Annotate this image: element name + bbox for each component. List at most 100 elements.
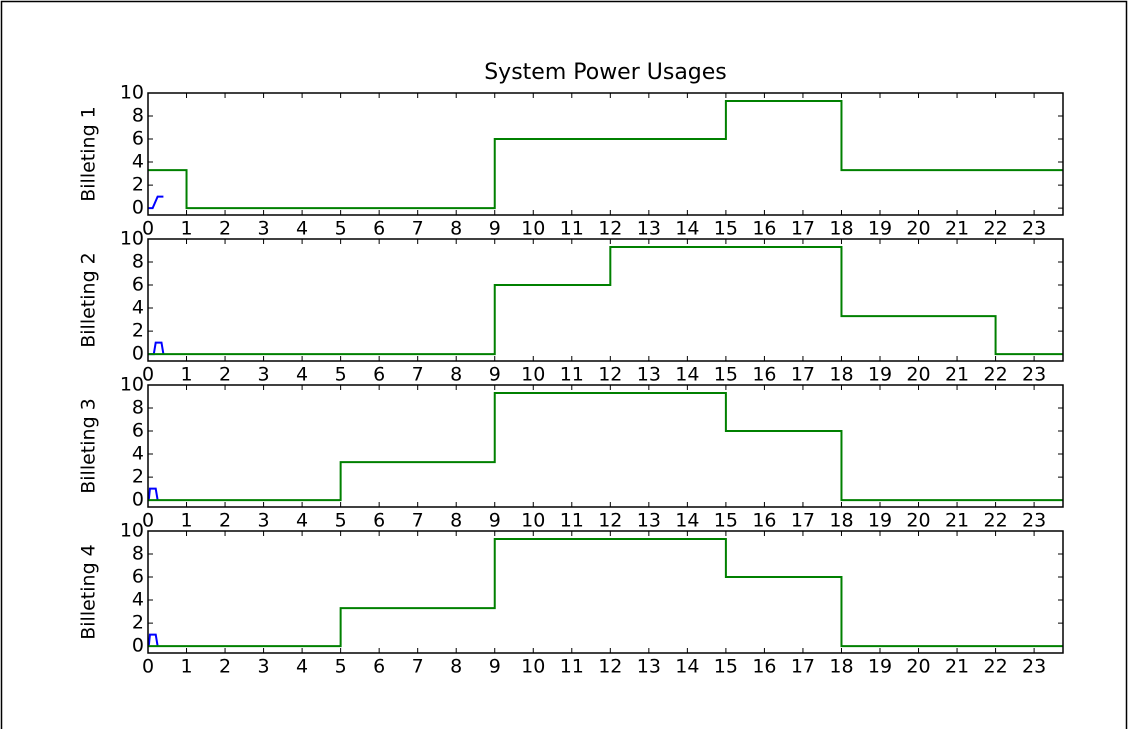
x-tick-label: 18: [829, 656, 853, 678]
x-tick-label: 12: [598, 656, 622, 678]
series-line: [147, 633, 159, 648]
x-tick-label: 18: [829, 218, 853, 240]
y-tick-label: 0: [132, 197, 144, 219]
y-tick-label: 10: [120, 520, 144, 542]
series-line: [148, 195, 164, 210]
x-tick-label: 15: [714, 364, 738, 386]
x-tick-label: 16: [752, 656, 776, 678]
x-tick-label: 17: [791, 656, 815, 678]
x-tick-label: 0: [142, 656, 154, 678]
y-tick-label: 2: [132, 174, 144, 196]
x-tick-label: 1: [180, 218, 192, 240]
y-tick-label: 10: [120, 374, 144, 396]
axes-frame: [147, 384, 1064, 508]
x-tick-label: 3: [258, 510, 270, 532]
x-tick-label: 16: [752, 364, 776, 386]
axes-frame: [147, 238, 1064, 362]
x-tick-label: 11: [560, 364, 584, 386]
x-tick-label: 20: [906, 656, 930, 678]
y-tick-label: 6: [132, 274, 144, 296]
x-tick-label: 8: [450, 364, 462, 386]
y-tick-label: 8: [132, 543, 144, 565]
x-tick-label: 10: [521, 656, 545, 678]
x-tick-label: 22: [983, 656, 1007, 678]
x-tick-label: 3: [258, 656, 270, 678]
series-line: [147, 487, 159, 502]
x-tick-label: 17: [791, 218, 815, 240]
y-tick-label: 6: [132, 128, 144, 150]
x-tick-label: 18: [829, 364, 853, 386]
x-tick-label: 0: [142, 218, 154, 240]
y-tick-label: 0: [132, 635, 144, 657]
x-tick-label: 7: [412, 364, 424, 386]
y-tick-label: 2: [132, 612, 144, 634]
y-tick-label: 8: [132, 397, 144, 419]
y-tick-label: 2: [132, 320, 144, 342]
x-tick-label: 18: [829, 510, 853, 532]
x-tick-label: 2: [219, 364, 231, 386]
y-axis-label: Billeting 1: [78, 106, 100, 202]
x-tick-label: 21: [945, 218, 969, 240]
x-tick-label: 7: [412, 656, 424, 678]
x-tick-label: 3: [258, 218, 270, 240]
x-tick-label: 1: [180, 656, 192, 678]
y-tick-label: 6: [132, 420, 144, 442]
y-tick-label: 2: [132, 466, 144, 488]
x-tick-label: 14: [675, 510, 699, 532]
x-tick-label: 19: [868, 218, 892, 240]
axes-frame: [147, 92, 1064, 216]
x-tick-label: 13: [637, 510, 661, 532]
x-tick-label: 20: [906, 510, 930, 532]
x-tick-label: 10: [521, 510, 545, 532]
y-tick-label: 8: [132, 251, 144, 273]
y-tick-label: 10: [120, 82, 144, 104]
x-tick-label: 9: [489, 218, 501, 240]
x-tick-label: 21: [945, 510, 969, 532]
x-tick-label: 0: [142, 510, 154, 532]
y-axis-label: Billeting 4: [78, 544, 100, 640]
y-axis-label: Billeting 2: [78, 252, 100, 348]
x-tick-label: 13: [637, 218, 661, 240]
x-tick-label: 9: [489, 510, 501, 532]
x-tick-label: 10: [521, 364, 545, 386]
x-tick-label: 15: [714, 218, 738, 240]
y-tick-label: 4: [132, 151, 144, 173]
y-tick-label: 4: [132, 443, 144, 465]
x-tick-label: 5: [335, 364, 347, 386]
x-tick-label: 6: [373, 510, 385, 532]
x-tick-label: 16: [752, 510, 776, 532]
x-tick-label: 22: [983, 510, 1007, 532]
x-tick-label: 4: [296, 656, 308, 678]
x-tick-label: 22: [983, 364, 1007, 386]
x-tick-label: 15: [714, 656, 738, 678]
x-tick-label: 20: [906, 364, 930, 386]
x-tick-label: 2: [219, 510, 231, 532]
x-tick-label: 11: [560, 218, 584, 240]
series-line: [148, 246, 1063, 356]
series-line: [148, 392, 1063, 502]
y-tick-label: 4: [132, 589, 144, 611]
x-tick-label: 23: [1022, 218, 1046, 240]
x-tick-label: 12: [598, 510, 622, 532]
x-tick-label: 14: [675, 656, 699, 678]
x-tick-label: 20: [906, 218, 930, 240]
x-tick-label: 12: [598, 218, 622, 240]
series-line: [148, 538, 1063, 648]
x-tick-label: 4: [296, 218, 308, 240]
x-tick-label: 8: [450, 218, 462, 240]
x-tick-label: 4: [296, 364, 308, 386]
x-tick-label: 21: [945, 656, 969, 678]
x-tick-label: 12: [598, 364, 622, 386]
x-tick-label: 23: [1022, 656, 1046, 678]
x-tick-label: 2: [219, 218, 231, 240]
y-tick-label: 4: [132, 297, 144, 319]
x-tick-label: 8: [450, 510, 462, 532]
x-tick-label: 14: [675, 218, 699, 240]
x-tick-label: 19: [868, 656, 892, 678]
x-tick-label: 6: [373, 218, 385, 240]
x-tick-label: 1: [180, 364, 192, 386]
y-axis-label: Billeting 3: [78, 398, 100, 494]
y-tick-label: 6: [132, 566, 144, 588]
x-tick-label: 13: [637, 656, 661, 678]
